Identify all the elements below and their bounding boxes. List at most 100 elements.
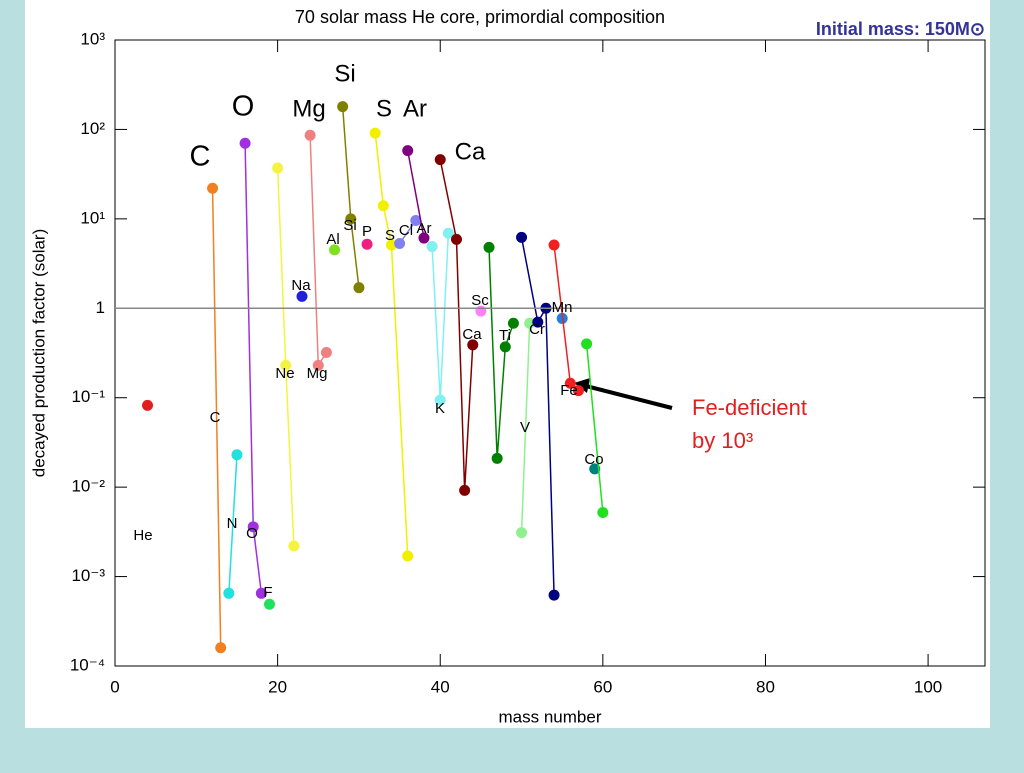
- series-label: K: [435, 400, 445, 417]
- data-point: [207, 182, 219, 194]
- plot: [142, 101, 609, 654]
- data-point: [548, 589, 560, 601]
- data-point: [532, 316, 544, 328]
- series-label: Si: [343, 217, 356, 234]
- data-point: [402, 145, 414, 157]
- series-label: He: [133, 527, 152, 544]
- series-line: [585, 343, 604, 513]
- series-label: Ne: [275, 365, 294, 382]
- data-point: [288, 540, 300, 552]
- data-point: [410, 214, 422, 226]
- series-label: V: [520, 419, 530, 436]
- data-point: [459, 484, 471, 496]
- data-point: [442, 227, 454, 239]
- series-label: Co: [584, 451, 603, 468]
- x-tick-label: 80: [756, 677, 775, 696]
- y-tick-label: 10⁻¹: [71, 387, 105, 406]
- data-point: [239, 137, 251, 149]
- x-axis-label: mass number: [499, 707, 602, 726]
- series-line: [211, 188, 222, 648]
- data-point: [564, 377, 576, 389]
- data-point: [572, 385, 584, 397]
- y-tick-label: 10²: [80, 119, 105, 138]
- data-point: [369, 127, 381, 139]
- data-point: [337, 101, 349, 113]
- element-label: C: [190, 141, 211, 173]
- data-point: [142, 399, 154, 411]
- data-point: [329, 244, 341, 256]
- series-label: O: [246, 525, 258, 542]
- series-line: [406, 150, 425, 239]
- series-label: Al: [326, 231, 339, 248]
- data-point: [402, 550, 414, 562]
- data-point: [223, 587, 235, 599]
- data-point: [394, 238, 406, 250]
- y-tick-label: 1: [96, 298, 105, 317]
- element-label: Ca: [455, 138, 486, 165]
- series-label: Ca: [462, 326, 482, 343]
- data-point: [516, 231, 528, 243]
- series-label: C: [210, 409, 221, 426]
- series-label: Sc: [471, 292, 489, 309]
- data-point: [385, 239, 397, 251]
- element-label: Ar: [403, 95, 427, 122]
- series-line: [374, 133, 409, 557]
- data-point: [418, 232, 430, 244]
- arrow: [585, 384, 673, 410]
- y-axis-label: decayed production factor (solar): [29, 229, 48, 478]
- data-point: [491, 452, 503, 464]
- series-label: Na: [291, 277, 311, 294]
- panel: [25, 0, 990, 728]
- data-point: [499, 341, 511, 353]
- data-point: [304, 129, 316, 141]
- series-label: Fe: [560, 382, 578, 399]
- data-point: [483, 241, 495, 253]
- chart-title: 70 solar mass He core, primordial compos…: [295, 7, 665, 27]
- note: by 10³: [692, 428, 753, 453]
- data-point: [296, 290, 308, 302]
- series-label: N: [227, 515, 238, 532]
- y-tick-label: 10⁻²: [71, 477, 105, 496]
- series-label: Mn: [552, 299, 573, 316]
- data-point: [215, 642, 227, 654]
- series-label: Ti: [499, 327, 511, 344]
- series-label: S: [385, 227, 395, 244]
- series-line: [520, 323, 531, 533]
- data-point: [345, 213, 357, 225]
- data-point: [589, 463, 601, 475]
- data-point: [450, 233, 462, 245]
- arrow-head: [574, 378, 590, 393]
- data-point: [548, 239, 560, 251]
- data-point: [434, 154, 446, 166]
- series-label: F: [263, 584, 272, 601]
- series-line: [439, 159, 474, 491]
- data-point: [361, 238, 373, 250]
- data-point: [320, 347, 332, 359]
- series-label: P: [362, 223, 372, 240]
- element-label: S: [376, 95, 392, 122]
- series-group: [142, 101, 609, 654]
- data-point: [516, 527, 528, 539]
- series-line: [520, 237, 555, 596]
- element-label: Si: [334, 60, 355, 87]
- x-tick-label: 0: [110, 677, 119, 696]
- data-point: [507, 317, 519, 329]
- data-point: [467, 339, 479, 351]
- series-label: Cr: [529, 321, 545, 338]
- x-tick-label: 20: [268, 677, 287, 696]
- series-line: [228, 454, 238, 594]
- x-tick-label: 40: [431, 677, 450, 696]
- y-tick-label: 10³: [80, 29, 105, 48]
- data-point: [524, 317, 536, 329]
- data-point: [377, 200, 389, 212]
- y-tick-label: 10¹: [80, 208, 105, 227]
- data-point: [272, 162, 284, 174]
- data-point: [255, 587, 267, 599]
- x-tick-label: 60: [593, 677, 612, 696]
- note: Fe-deficient: [692, 395, 807, 420]
- data-point: [247, 521, 259, 533]
- y-tick-label: 10⁻³: [71, 566, 105, 585]
- series-label: Ar: [417, 220, 432, 237]
- plot-frame: [114, 39, 986, 667]
